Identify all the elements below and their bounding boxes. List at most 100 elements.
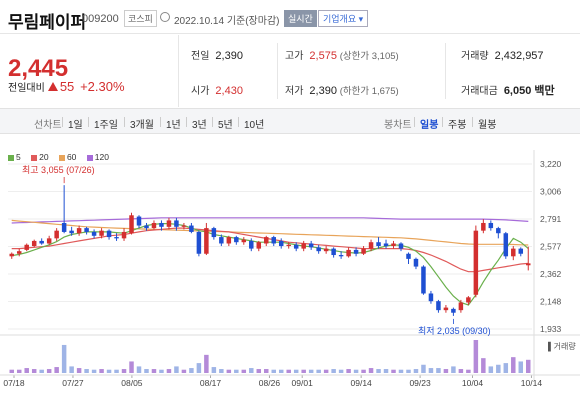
candle-body bbox=[391, 243, 396, 247]
tab-line-chart[interactable]: 선차트 bbox=[34, 120, 62, 131]
volume-bar bbox=[39, 369, 44, 373]
stat-value: 2,432,957 bbox=[494, 50, 544, 62]
candle-body bbox=[406, 253, 411, 259]
volume-bar bbox=[346, 369, 351, 373]
volume-bar bbox=[136, 366, 142, 373]
as-of-date: 2022.10.14 기준(장마감) bbox=[174, 16, 280, 27]
volume-bar bbox=[121, 369, 127, 373]
candle-body bbox=[443, 307, 449, 311]
candle-body bbox=[383, 243, 389, 247]
x-tick-label: 09/01 bbox=[292, 378, 314, 388]
tab-1week[interactable]: 1주일 bbox=[94, 120, 118, 131]
volume-bar bbox=[278, 369, 284, 373]
y-tick-label: 2,362 bbox=[540, 269, 562, 279]
candle-body bbox=[488, 222, 494, 229]
tab-weekly[interactable]: 주봉 bbox=[448, 120, 467, 131]
volume-bar bbox=[211, 367, 217, 373]
volume-bar bbox=[308, 369, 314, 373]
tab-monthly[interactable]: 월봉 bbox=[478, 120, 497, 131]
stat-label: 시가 bbox=[191, 86, 210, 97]
volume-bar bbox=[293, 369, 299, 373]
volume-bar bbox=[46, 369, 52, 373]
candle-body bbox=[121, 231, 127, 239]
volume-bar bbox=[406, 369, 411, 373]
candle-body bbox=[264, 237, 269, 244]
stat-label: 고가 bbox=[285, 51, 304, 62]
divider bbox=[124, 117, 125, 127]
ma5-line bbox=[11, 223, 529, 306]
candle-body bbox=[211, 228, 217, 238]
tab-1day[interactable]: 1일 bbox=[68, 120, 83, 131]
volume-bar bbox=[69, 366, 74, 373]
candle-body bbox=[301, 243, 306, 249]
legend-ma20: 20 bbox=[31, 152, 49, 162]
volume-bar bbox=[391, 369, 396, 373]
current-price: 2,445 bbox=[8, 55, 69, 82]
candle-body bbox=[204, 228, 209, 254]
volume-bar bbox=[368, 368, 374, 373]
volume-bar bbox=[383, 369, 389, 373]
volume-bar bbox=[286, 369, 291, 373]
candle-body bbox=[316, 247, 321, 252]
x-tick-label: 10/04 bbox=[462, 378, 484, 388]
candle-body bbox=[24, 244, 29, 250]
tab-3month[interactable]: 3개월 bbox=[130, 120, 154, 131]
volume-bar bbox=[204, 354, 209, 373]
candle-body bbox=[293, 244, 299, 249]
candle-body bbox=[331, 248, 336, 256]
volume-bar bbox=[189, 368, 194, 373]
x-tick-label: 08/26 bbox=[259, 378, 281, 388]
volume-bar bbox=[361, 369, 366, 373]
tab-5year[interactable]: 5년 bbox=[218, 120, 233, 131]
y-tick-label: 3,006 bbox=[540, 187, 562, 197]
candle-body bbox=[31, 240, 37, 247]
candle-body bbox=[61, 222, 67, 232]
volume-bar bbox=[413, 369, 419, 373]
change-percent: +2.30% bbox=[80, 79, 125, 94]
tab-candle-chart[interactable]: 봉차트 bbox=[384, 120, 412, 131]
tab-10year[interactable]: 10년 bbox=[244, 120, 265, 131]
x-tick-label: 09/23 bbox=[409, 378, 431, 388]
volume-bar bbox=[353, 369, 359, 373]
tab-3year[interactable]: 3년 bbox=[192, 120, 207, 131]
stock-header: 무림페이퍼 009200 코스피 2022.10.14 기준(장마감) 실시간 … bbox=[0, 0, 580, 34]
candle-body bbox=[189, 225, 194, 232]
candle-body bbox=[451, 308, 456, 313]
volume-bar bbox=[129, 361, 134, 373]
candle-body bbox=[106, 230, 112, 238]
tab-1year[interactable]: 1년 bbox=[166, 120, 181, 131]
y-tick-label: 2,148 bbox=[540, 297, 562, 307]
change-amount: 55 bbox=[59, 79, 75, 94]
candle-body bbox=[353, 249, 359, 254]
volume-bar bbox=[24, 368, 29, 373]
volume-bar bbox=[99, 369, 104, 373]
volume-bar bbox=[16, 369, 22, 373]
volume-bar bbox=[503, 363, 509, 373]
realtime-button[interactable]: 실시간 bbox=[284, 10, 317, 27]
candlestick-chart[interactable]: 3,220 3,006 2,791 2,577 2,362 2,148 1,933 ▌거래량 최… bbox=[0, 144, 580, 402]
candle-body bbox=[308, 243, 314, 248]
tab-daily[interactable]: 일봉 bbox=[420, 120, 439, 131]
candle-body bbox=[226, 237, 232, 244]
candle-body bbox=[503, 233, 509, 257]
market-badge: 코스피 bbox=[124, 10, 157, 27]
candle-body bbox=[181, 225, 187, 227]
divider bbox=[277, 43, 278, 99]
candle-body bbox=[54, 230, 59, 239]
volume-bar bbox=[451, 366, 456, 373]
candle-body bbox=[338, 255, 344, 257]
divider bbox=[160, 117, 161, 127]
candle-body bbox=[361, 248, 366, 254]
divider bbox=[442, 117, 443, 127]
candle-body bbox=[458, 302, 464, 311]
candle-body bbox=[466, 297, 471, 303]
divider bbox=[414, 117, 415, 127]
volume-bar bbox=[84, 369, 89, 373]
volume-bar bbox=[9, 369, 14, 373]
x-tick-label: 09/14 bbox=[351, 378, 373, 388]
legend-ma5: 5 bbox=[8, 152, 21, 162]
candle-body bbox=[99, 230, 104, 236]
divider bbox=[62, 117, 63, 127]
company-overview-button[interactable]: 기업개요 ▾ bbox=[318, 10, 369, 27]
volume-bar bbox=[316, 369, 321, 373]
